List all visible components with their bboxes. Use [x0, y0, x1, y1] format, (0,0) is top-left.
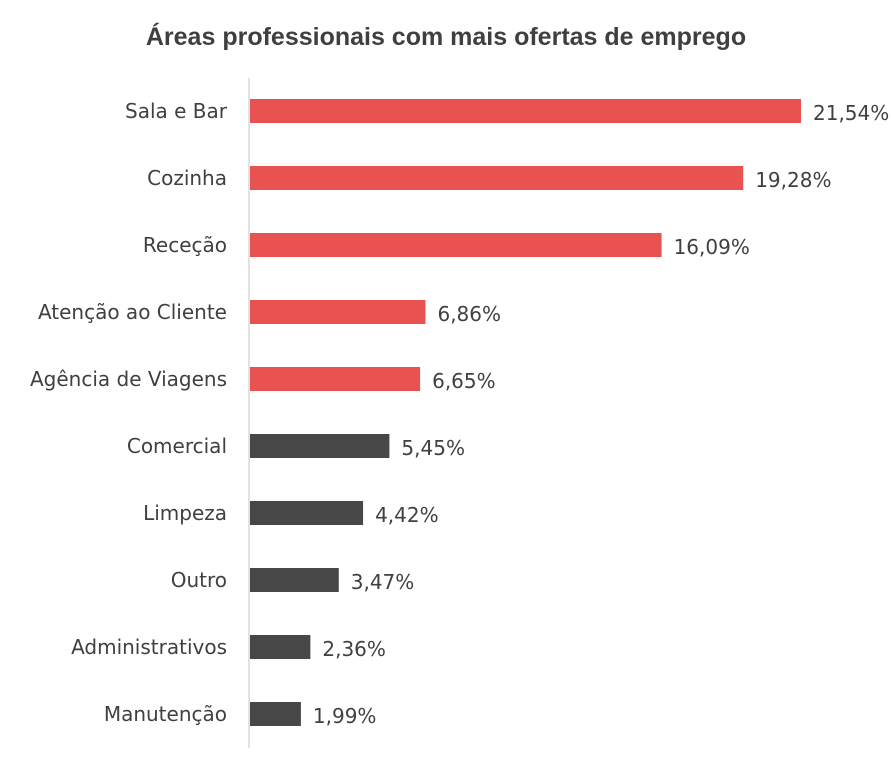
value-label: 21,54%	[813, 101, 889, 125]
value-label: 2,36%	[322, 637, 386, 661]
bar	[250, 702, 301, 726]
bars-group	[250, 99, 801, 726]
category-label: Cozinha	[147, 166, 227, 190]
category-label: Receção	[143, 233, 227, 257]
value-label: 3,47%	[351, 570, 415, 594]
category-label: Atenção ao Cliente	[38, 300, 227, 324]
category-label: Administrativos	[71, 635, 227, 659]
category-label: Sala e Bar	[125, 99, 228, 123]
value-labels-group: 21,54% 19,28% 16,09% 6,86% 6,65% 5,45% 4,42% 3,…	[313, 101, 889, 728]
value-label: 1,99%	[313, 704, 377, 728]
category-label: Outro	[171, 568, 227, 592]
category-label: Limpeza	[143, 501, 227, 525]
value-label: 19,28%	[755, 168, 831, 192]
bar	[250, 501, 364, 525]
category-labels-group: Sala e Bar Cozinha Receção Atenção ao Clien…	[30, 99, 228, 726]
category-label: Comercial	[127, 434, 227, 458]
bar	[250, 367, 421, 391]
bar	[250, 635, 311, 659]
bar	[250, 568, 339, 592]
value-label: 16,09%	[674, 235, 750, 259]
category-label: Manutenção	[104, 702, 227, 726]
bar	[250, 233, 662, 257]
category-label: Agência de Viagens	[30, 367, 227, 391]
bar	[250, 300, 426, 324]
value-label: 6,86%	[437, 302, 501, 326]
value-label: 6,65%	[432, 369, 496, 393]
bar	[250, 99, 801, 123]
bar	[250, 434, 390, 458]
chart-title: Áreas professionais com mais ofertas de …	[146, 22, 746, 51]
value-label: 5,45%	[401, 436, 465, 460]
value-label: 4,42%	[375, 503, 439, 527]
bar	[250, 166, 744, 190]
